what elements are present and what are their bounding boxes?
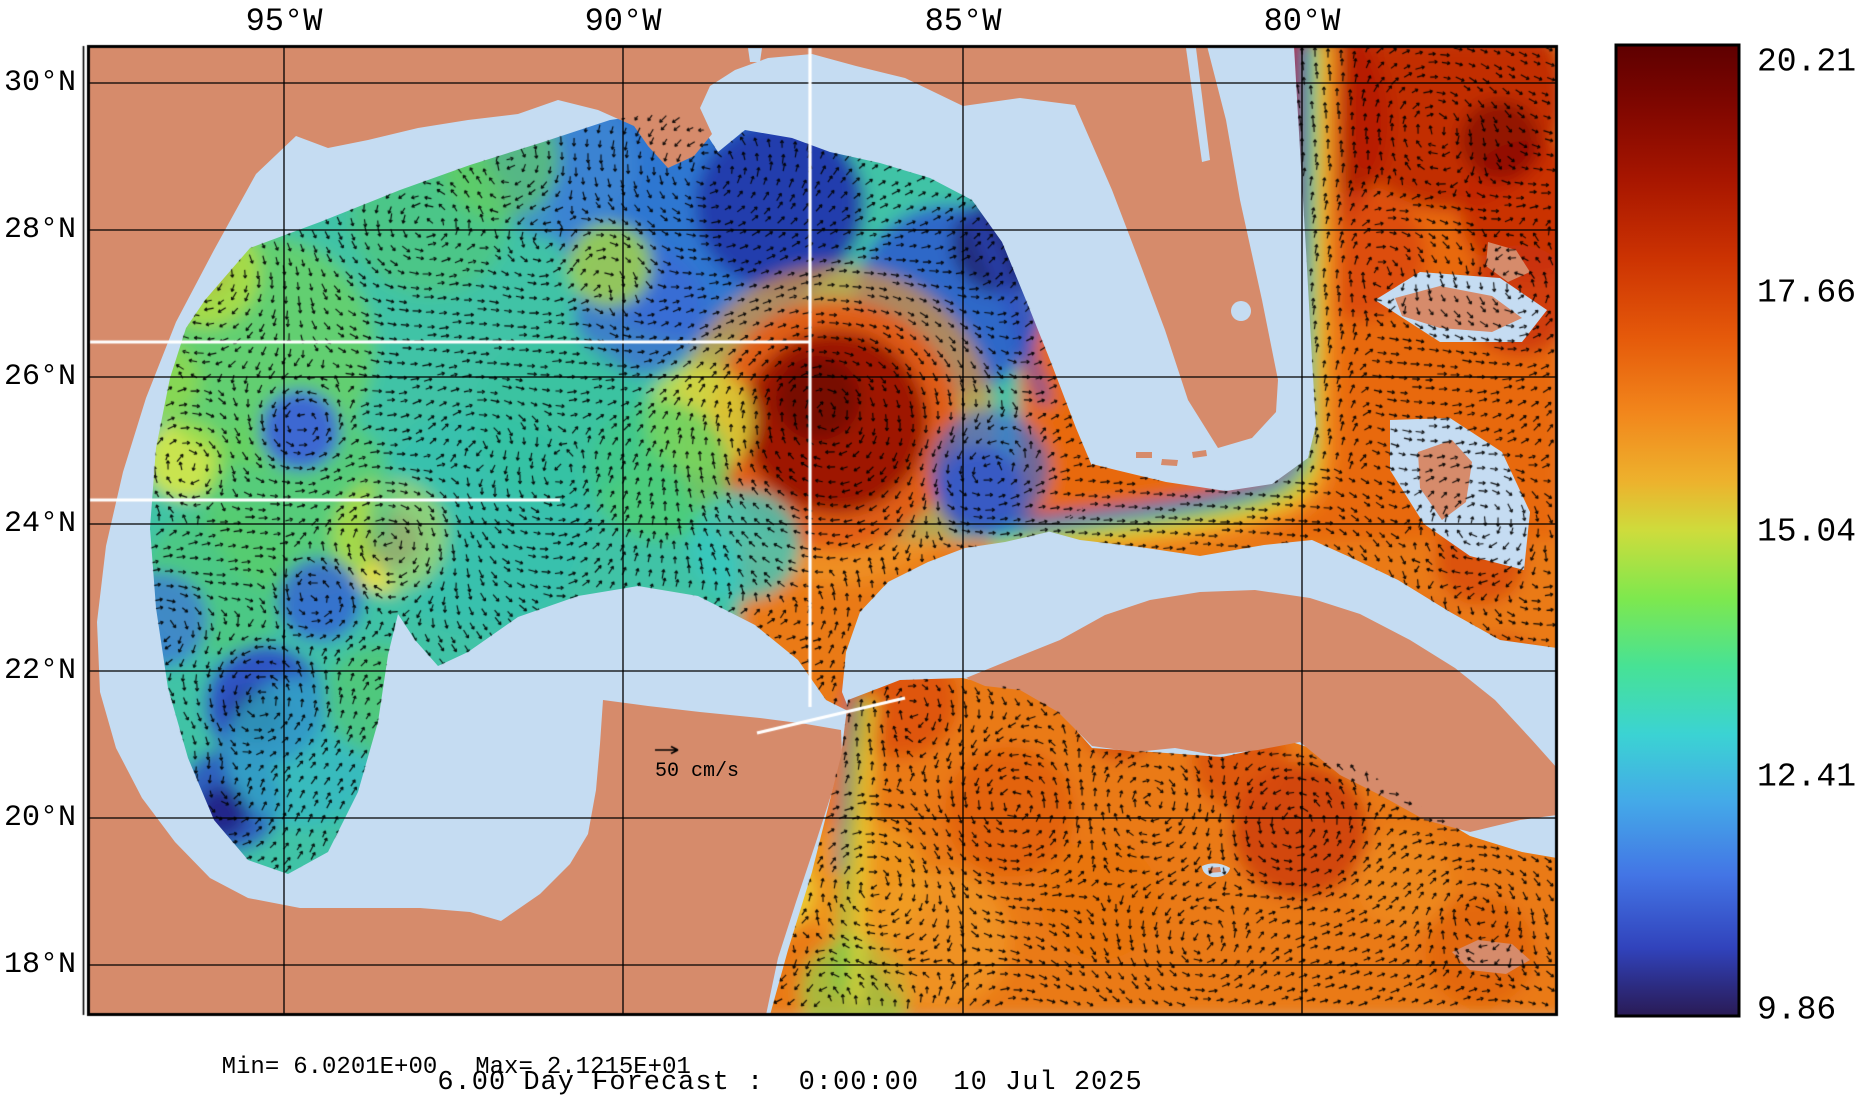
lon-tick-80w: 80°W <box>1263 3 1341 40</box>
figure-title: 6.00 Day Forecast : 0:00:00 10 Jul 2025 <box>437 1068 1143 1098</box>
lat-tick-30n: 30°N <box>4 66 77 100</box>
colorbar-tick-min: 9.86 <box>1757 991 1837 1029</box>
max-value: 2.1215E+01 <box>546 1054 691 1081</box>
colorbar-tick-max: 20.21 <box>1757 43 1857 81</box>
max-label: Max= <box>475 1054 533 1081</box>
vector-scale-label: 50 cm/s <box>655 760 740 783</box>
lat-tick-28n: 28°N <box>4 213 77 247</box>
lat-tick-22n: 22°N <box>4 654 77 688</box>
lat-tick-26n: 26°N <box>4 360 77 394</box>
colorbar-tick-4: 12.41 <box>1757 758 1857 796</box>
lat-tick-20n: 20°N <box>4 801 77 835</box>
min-value: 6.0201E+00 <box>293 1054 438 1081</box>
colorbar-tick-2: 17.66 <box>1757 274 1857 312</box>
lon-tick-90w: 90°W <box>584 3 662 40</box>
min-label: Min= <box>221 1054 280 1081</box>
lat-tick-24n: 24°N <box>4 507 77 541</box>
field-minmax-annotation: Min= 6.0201E+00 Max= 2.1215E+01 <box>164 1032 691 1104</box>
lon-tick-95w: 95°W <box>245 3 323 40</box>
colorbar-tick-3: 15.04 <box>1757 513 1857 551</box>
lat-tick-18n: 18°N <box>4 948 77 982</box>
lon-tick-85w: 85°W <box>924 3 1002 40</box>
